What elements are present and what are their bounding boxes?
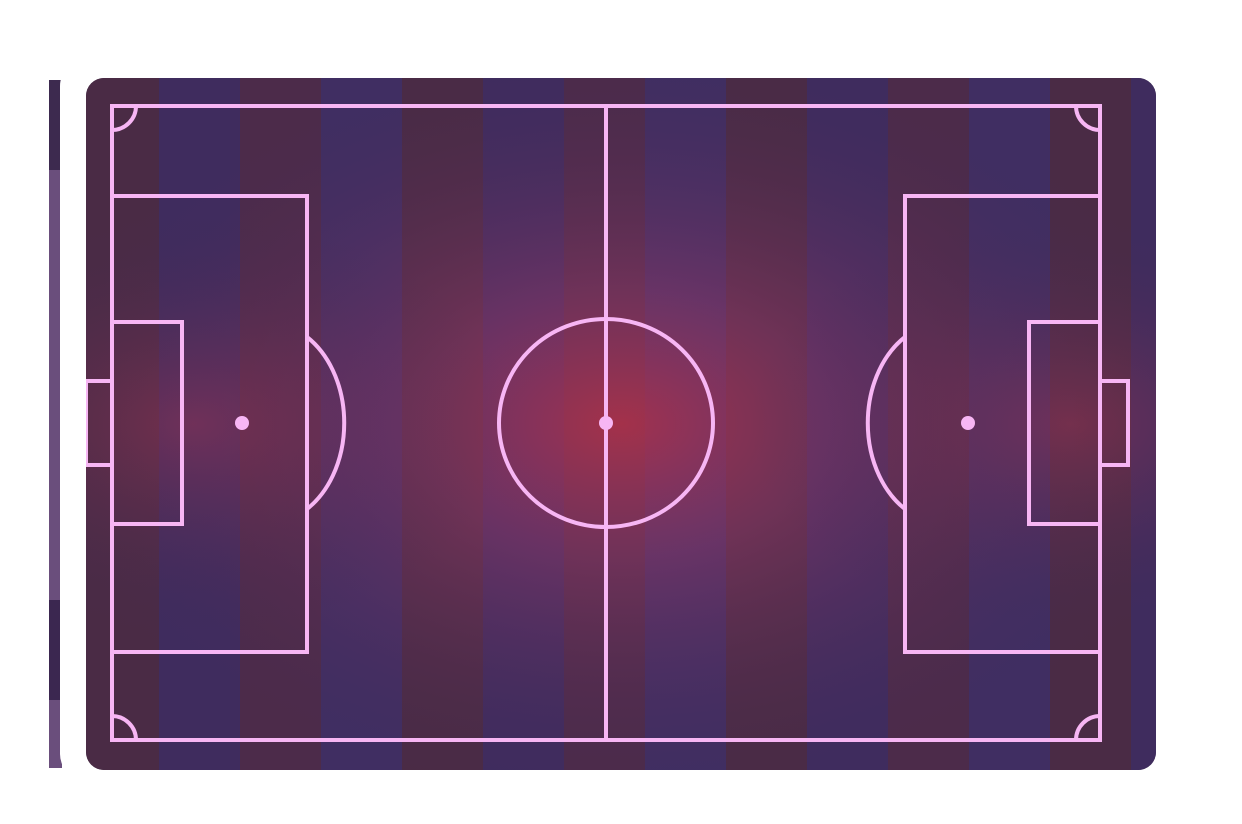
left-penalty-spot	[235, 416, 249, 430]
right-goal	[1098, 379, 1130, 467]
corner-arc-top-left	[111, 105, 138, 132]
right-penalty-arc	[865, 335, 907, 511]
left-edge-dark-bottom	[49, 600, 62, 700]
right-glow	[86, 78, 1156, 770]
corner-arc-top-right	[1074, 105, 1101, 132]
left-white-edge	[60, 60, 86, 780]
pitch-lines	[86, 104, 1130, 742]
pitch-spots	[235, 416, 975, 430]
center-spot	[599, 416, 613, 430]
left-edge-strip	[49, 80, 62, 768]
left-edge-dark-top	[49, 80, 62, 170]
left-goal	[86, 379, 114, 467]
right-penalty-spot	[961, 416, 975, 430]
center-circle	[497, 317, 715, 529]
soccer-pitch	[86, 78, 1156, 770]
corner-arc-bottom-left	[111, 714, 138, 741]
corner-arc-bottom-right	[1074, 714, 1101, 741]
pitch-svg	[86, 78, 1156, 770]
left-penalty-arc	[305, 335, 347, 511]
